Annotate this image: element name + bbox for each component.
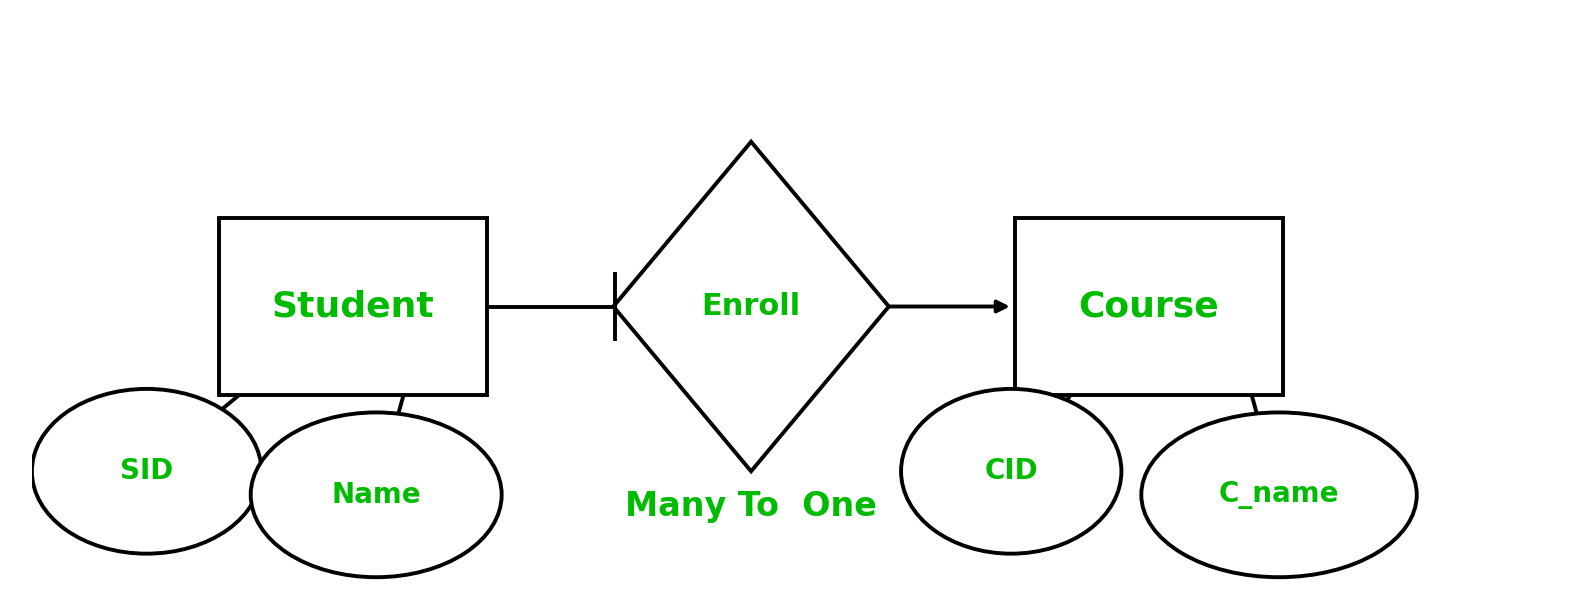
Text: Student: Student: [273, 289, 435, 324]
Text: CID: CID: [985, 457, 1038, 485]
Ellipse shape: [1141, 413, 1417, 577]
Ellipse shape: [901, 389, 1122, 554]
Ellipse shape: [32, 389, 261, 554]
Bar: [220, 218, 488, 395]
Ellipse shape: [250, 413, 502, 577]
Text: Many To  One: Many To One: [625, 490, 877, 523]
Text: C_name: C_name: [1219, 481, 1339, 509]
Text: Enroll: Enroll: [701, 292, 800, 321]
Polygon shape: [614, 142, 889, 471]
Text: Course: Course: [1079, 289, 1219, 324]
Bar: [1015, 218, 1283, 395]
Text: Name: Name: [332, 481, 421, 509]
Text: SID: SID: [120, 457, 174, 485]
